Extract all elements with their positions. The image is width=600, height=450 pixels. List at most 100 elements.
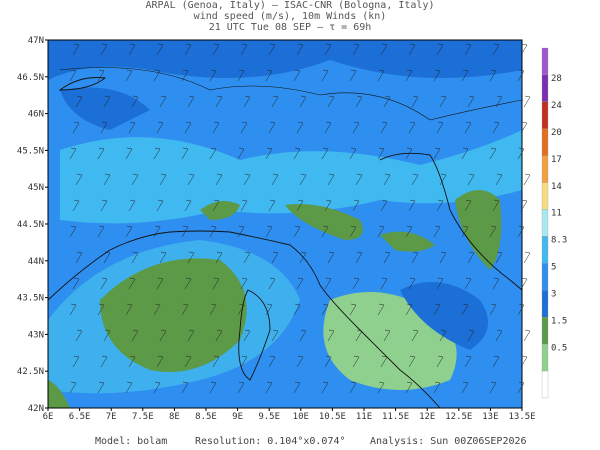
wind-barb [517, 147, 525, 160]
wind-barb [243, 329, 251, 342]
wind-barb [489, 303, 497, 316]
wind-barb [520, 277, 528, 290]
wind-barb [153, 381, 161, 394]
wind-barb [212, 355, 220, 368]
lat-label: 46.5N [17, 73, 44, 83]
colorbar-segment [541, 209, 549, 237]
wind-barb [97, 303, 105, 316]
wind-barb [464, 355, 472, 368]
lon-label: 9E [232, 412, 243, 422]
wind-barb [159, 173, 167, 186]
colorbar-segment [541, 290, 549, 318]
wind-barb [69, 225, 77, 238]
wind-barb [184, 355, 192, 368]
wind-barb [436, 121, 444, 134]
wind-barb [187, 251, 195, 264]
wind-barb [324, 121, 332, 134]
wind-barb [100, 43, 108, 56]
wind-barb [243, 95, 251, 108]
wind-barb [128, 277, 136, 290]
wind-barb [296, 43, 304, 56]
wind-barb [100, 355, 108, 368]
wind-barb [321, 225, 329, 238]
wind-field [48, 40, 522, 408]
wind-barb [492, 355, 500, 368]
wind-barb [103, 251, 111, 264]
wind-barb [355, 329, 363, 342]
lon-label: 6.5E [69, 412, 91, 422]
coastline [47, 67, 523, 409]
wind-barb [103, 173, 111, 186]
colorbar-label: 28 [551, 74, 562, 84]
wind-barb [159, 251, 167, 264]
wind-barb [265, 147, 273, 160]
wind-barb [296, 121, 304, 134]
wind-barb [181, 69, 189, 82]
colorbar-segment [541, 182, 549, 210]
wind-barb [209, 225, 217, 238]
wind-barb [293, 381, 301, 394]
wind-barb [461, 381, 469, 394]
wind-barb [408, 121, 416, 134]
wind-barb [464, 277, 472, 290]
wind-barb [271, 95, 279, 108]
lat-label: 46N [28, 110, 44, 120]
wind-barb [433, 69, 441, 82]
wind-barb [184, 277, 192, 290]
wind-barb [380, 199, 388, 212]
wind-barb [439, 95, 447, 108]
wind-barb [240, 199, 248, 212]
wind-barb [187, 173, 195, 186]
lon-label: 7E [106, 412, 117, 422]
wind-barb [352, 199, 360, 212]
wind-barb [131, 95, 139, 108]
wind-barb [265, 69, 273, 82]
wind-barb [156, 121, 164, 134]
wind-barb [324, 43, 332, 56]
lon-label: 9.5E [258, 412, 280, 422]
wind-barb [103, 329, 111, 342]
lat-label: 42N [28, 404, 44, 414]
wind-barb [467, 251, 475, 264]
wind-barb [75, 251, 83, 264]
wind-barb [69, 381, 77, 394]
wind-barb [352, 43, 360, 56]
lon-label: 6E [43, 412, 54, 422]
wind-barb [69, 147, 77, 160]
wind-barb [268, 121, 276, 134]
wind-barb [517, 303, 525, 316]
wind-barb [327, 251, 335, 264]
wind-barb [492, 43, 500, 56]
wind-barb [377, 303, 385, 316]
wind-barb [433, 303, 441, 316]
header-line: 21 UTC Tue 08 SEP — τ = 69h [209, 22, 372, 33]
wind-barb [243, 251, 251, 264]
wind-barb [128, 355, 136, 368]
wind-barb [380, 43, 388, 56]
wind-barb [240, 355, 248, 368]
wind-barb [349, 69, 357, 82]
wind-barb [69, 69, 77, 82]
wind-barb [489, 225, 497, 238]
wind-barb [383, 329, 391, 342]
wind-barb [72, 355, 80, 368]
colorbar-segment [541, 263, 549, 291]
wind-barb [184, 121, 192, 134]
lat-label: 43.5N [17, 294, 44, 304]
wind-barb [97, 69, 105, 82]
lat-label: 44.5N [17, 220, 44, 230]
colorbar-segment [541, 74, 549, 102]
lat-label: 44N [28, 257, 44, 267]
wind-barb [209, 69, 217, 82]
wind-barb [380, 121, 388, 134]
wind-barb [181, 147, 189, 160]
wind-barb [296, 199, 304, 212]
wind-barb [240, 277, 248, 290]
wind-barb [212, 121, 220, 134]
wind-barb [436, 277, 444, 290]
wind-barb [408, 199, 416, 212]
wind-barb [153, 69, 161, 82]
lon-label: 7.5E [132, 412, 154, 422]
wind-barb [299, 95, 307, 108]
